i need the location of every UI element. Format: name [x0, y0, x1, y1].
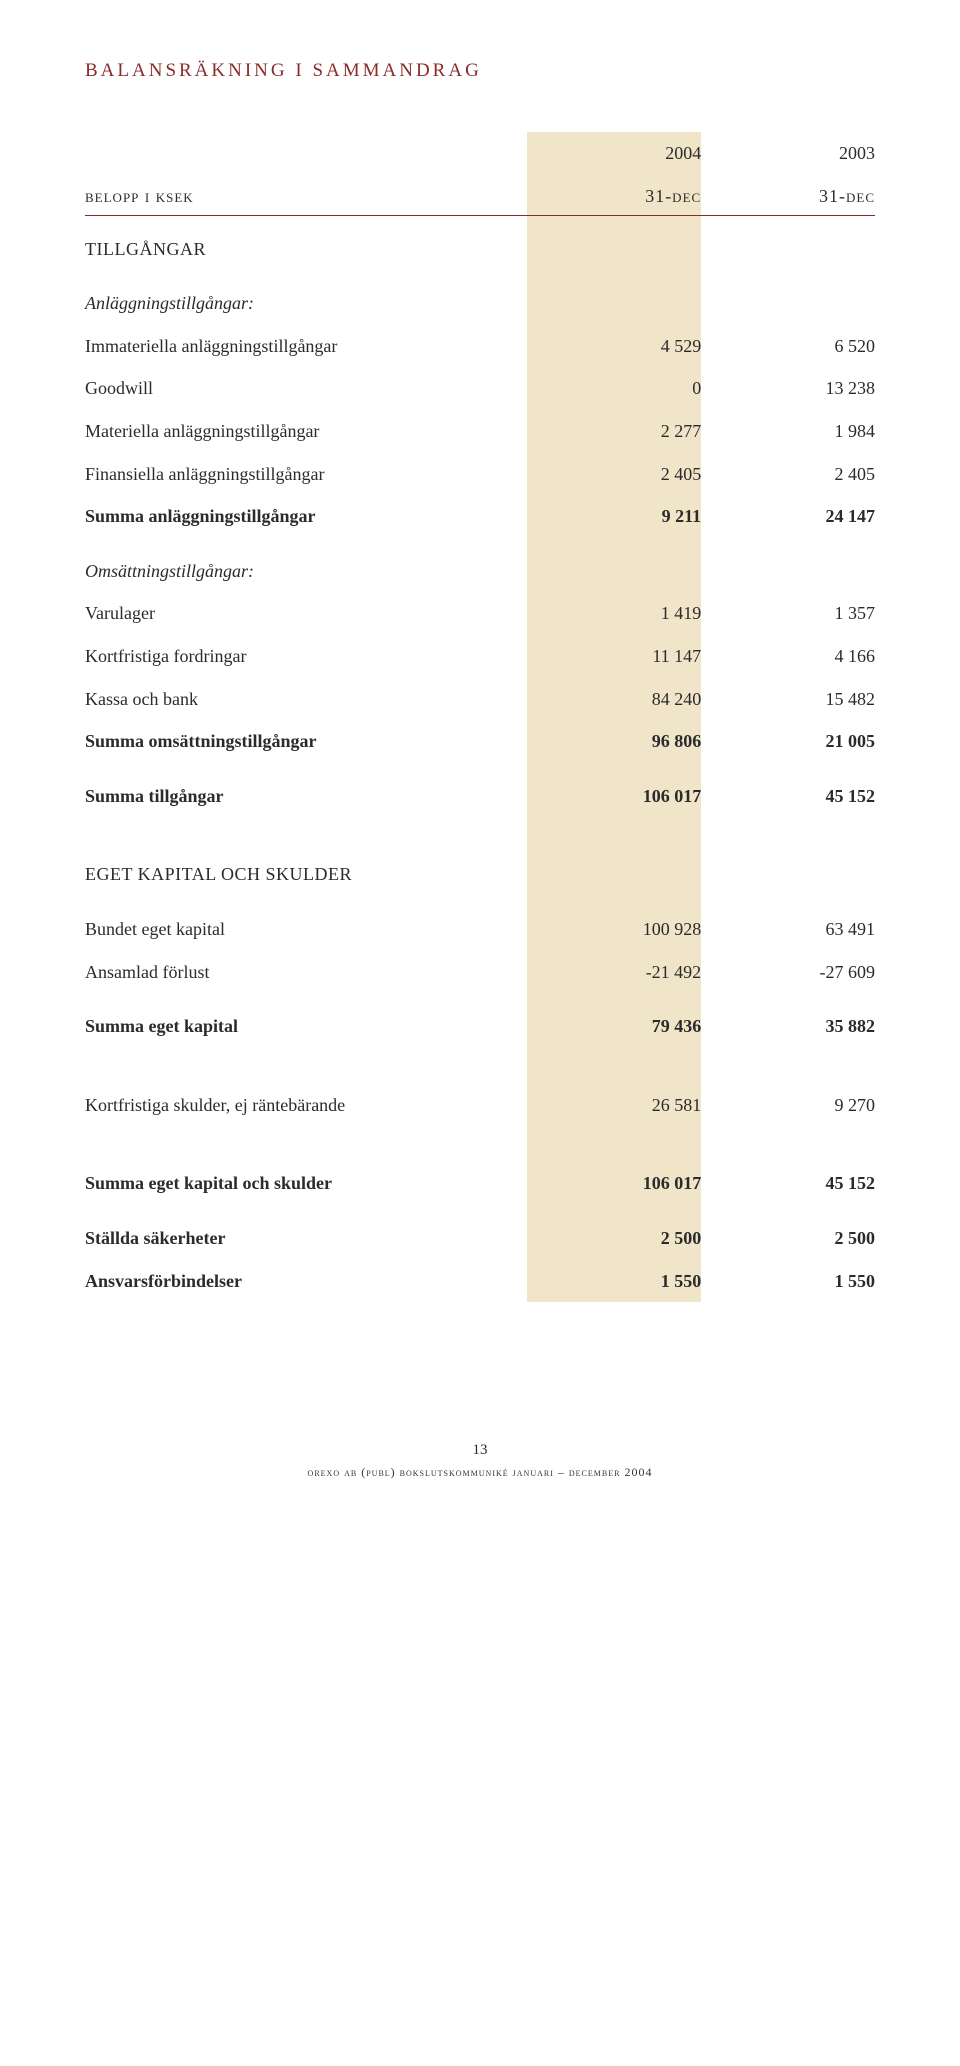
row-value-1: 2 277: [527, 410, 701, 453]
row-value-1: -21 492: [527, 951, 701, 994]
header-sub-2: 31-dec: [701, 175, 875, 216]
page-title: BALANSRÄKNING I SAMMANDRAG: [85, 60, 875, 82]
page-footer: 13 orexo ab (publ) bokslutskommuniké jan…: [85, 1442, 875, 1480]
row-label: Summa eget kapital: [85, 1005, 527, 1048]
header-year-row: 2004 2003: [85, 132, 875, 175]
header-sub-row: belopp i ksek 31-dec 31-dec: [85, 175, 875, 216]
row-label: Finansiella anläggningstillgångar: [85, 453, 527, 496]
header-year-1: 2004: [527, 132, 701, 175]
row-value-1: 96 806: [527, 720, 701, 763]
row-value-2: -27 609: [701, 951, 875, 994]
row-value-2: 6 520: [701, 325, 875, 368]
header-year-2: 2003: [701, 132, 875, 175]
table-row: Materiella anläggningstillgångar 2 277 1…: [85, 410, 875, 453]
table-row: Immateriella anläggningstillgångar 4 529…: [85, 325, 875, 368]
header-sub-1: 31-dec: [527, 175, 701, 216]
row-value-1: 100 928: [527, 908, 701, 951]
row-value-1: 79 436: [527, 1005, 701, 1048]
row-value-1: 2 500: [527, 1217, 701, 1260]
row-label: Kassa och bank: [85, 678, 527, 721]
row-value-1: 106 017: [527, 1162, 701, 1205]
row-value-2: 45 152: [701, 1162, 875, 1205]
table-row: Ställda säkerheter 2 500 2 500: [85, 1217, 875, 1260]
row-value-1: 1 550: [527, 1260, 701, 1303]
row-value-2: 2 405: [701, 453, 875, 496]
row-value-1: 4 529: [527, 325, 701, 368]
row-label: Goodwill: [85, 367, 527, 410]
fixed-assets-heading-row: Anläggningstillgångar:: [85, 282, 875, 325]
row-value-2: 35 882: [701, 1005, 875, 1048]
row-label: Immateriella anläggningstillgångar: [85, 325, 527, 368]
row-label: Summa omsättningstillgångar: [85, 720, 527, 763]
table-row: Finansiella anläggningstillgångar 2 405 …: [85, 453, 875, 496]
table-row: Ansamlad förlust -21 492 -27 609: [85, 951, 875, 994]
row-value-2: 1 357: [701, 592, 875, 635]
row-value-2: 1 550: [701, 1260, 875, 1303]
row-value-1: 106 017: [527, 775, 701, 818]
row-value-2: 45 152: [701, 775, 875, 818]
table-row: Summa tillgångar 106 017 45 152: [85, 775, 875, 818]
row-value-1: 11 147: [527, 635, 701, 678]
row-label: Ställda säkerheter: [85, 1217, 527, 1260]
row-value-2: 1 984: [701, 410, 875, 453]
row-label: Ansamlad förlust: [85, 951, 527, 994]
section-assets: TILLGÅNGAR: [85, 228, 875, 271]
table-row: Kortfristiga fordringar 11 147 4 166: [85, 635, 875, 678]
assets-heading: TILLGÅNGAR: [85, 228, 527, 271]
table-row: Ansvarsförbindelser 1 550 1 550: [85, 1260, 875, 1303]
section-equity: EGET KAPITAL OCH SKULDER: [85, 853, 875, 896]
row-label: Kortfristiga fordringar: [85, 635, 527, 678]
row-label: Summa anläggningstillgångar: [85, 495, 527, 538]
balance-table: 2004 2003 belopp i ksek 31-dec 31-dec TI…: [85, 132, 875, 1302]
table-row: Goodwill 0 13 238: [85, 367, 875, 410]
table-row: Summa anläggningstillgångar 9 211 24 147: [85, 495, 875, 538]
row-value-1: 2 405: [527, 453, 701, 496]
row-label: Ansvarsförbindelser: [85, 1260, 527, 1303]
page-number: 13: [85, 1442, 875, 1459]
header-label: belopp i ksek: [85, 175, 527, 216]
row-value-2: 15 482: [701, 678, 875, 721]
row-value-1: 84 240: [527, 678, 701, 721]
row-value-1: 26 581: [527, 1084, 701, 1127]
table-row: Summa omsättningstillgångar 96 806 21 00…: [85, 720, 875, 763]
row-value-2: 24 147: [701, 495, 875, 538]
row-value-1: 1 419: [527, 592, 701, 635]
table-row: Kortfristiga skulder, ej räntebärande 26…: [85, 1084, 875, 1127]
row-value-2: 9 270: [701, 1084, 875, 1127]
row-label: Kortfristiga skulder, ej räntebärande: [85, 1084, 527, 1127]
table-row: Summa eget kapital och skulder 106 017 4…: [85, 1162, 875, 1205]
row-value-2: 4 166: [701, 635, 875, 678]
table-row: Bundet eget kapital 100 928 63 491: [85, 908, 875, 951]
row-value-1: 9 211: [527, 495, 701, 538]
current-assets-heading: Omsättningstillgångar:: [85, 550, 527, 593]
current-assets-heading-row: Omsättningstillgångar:: [85, 550, 875, 593]
row-label: Materiella anläggningstillgångar: [85, 410, 527, 453]
row-label: Summa eget kapital och skulder: [85, 1162, 527, 1205]
footer-line: orexo ab (publ) bokslutskommuniké januar…: [85, 1465, 875, 1480]
row-label: Bundet eget kapital: [85, 908, 527, 951]
table-row: Summa eget kapital 79 436 35 882: [85, 1005, 875, 1048]
row-label: Summa tillgångar: [85, 775, 527, 818]
row-label: Varulager: [85, 592, 527, 635]
table-row: Varulager 1 419 1 357: [85, 592, 875, 635]
equity-heading: EGET KAPITAL OCH SKULDER: [85, 853, 527, 896]
table-row: Kassa och bank 84 240 15 482: [85, 678, 875, 721]
row-value-2: 13 238: [701, 367, 875, 410]
row-value-2: 2 500: [701, 1217, 875, 1260]
row-value-2: 63 491: [701, 908, 875, 951]
row-value-1: 0: [527, 367, 701, 410]
row-value-2: 21 005: [701, 720, 875, 763]
fixed-assets-heading: Anläggningstillgångar:: [85, 282, 527, 325]
